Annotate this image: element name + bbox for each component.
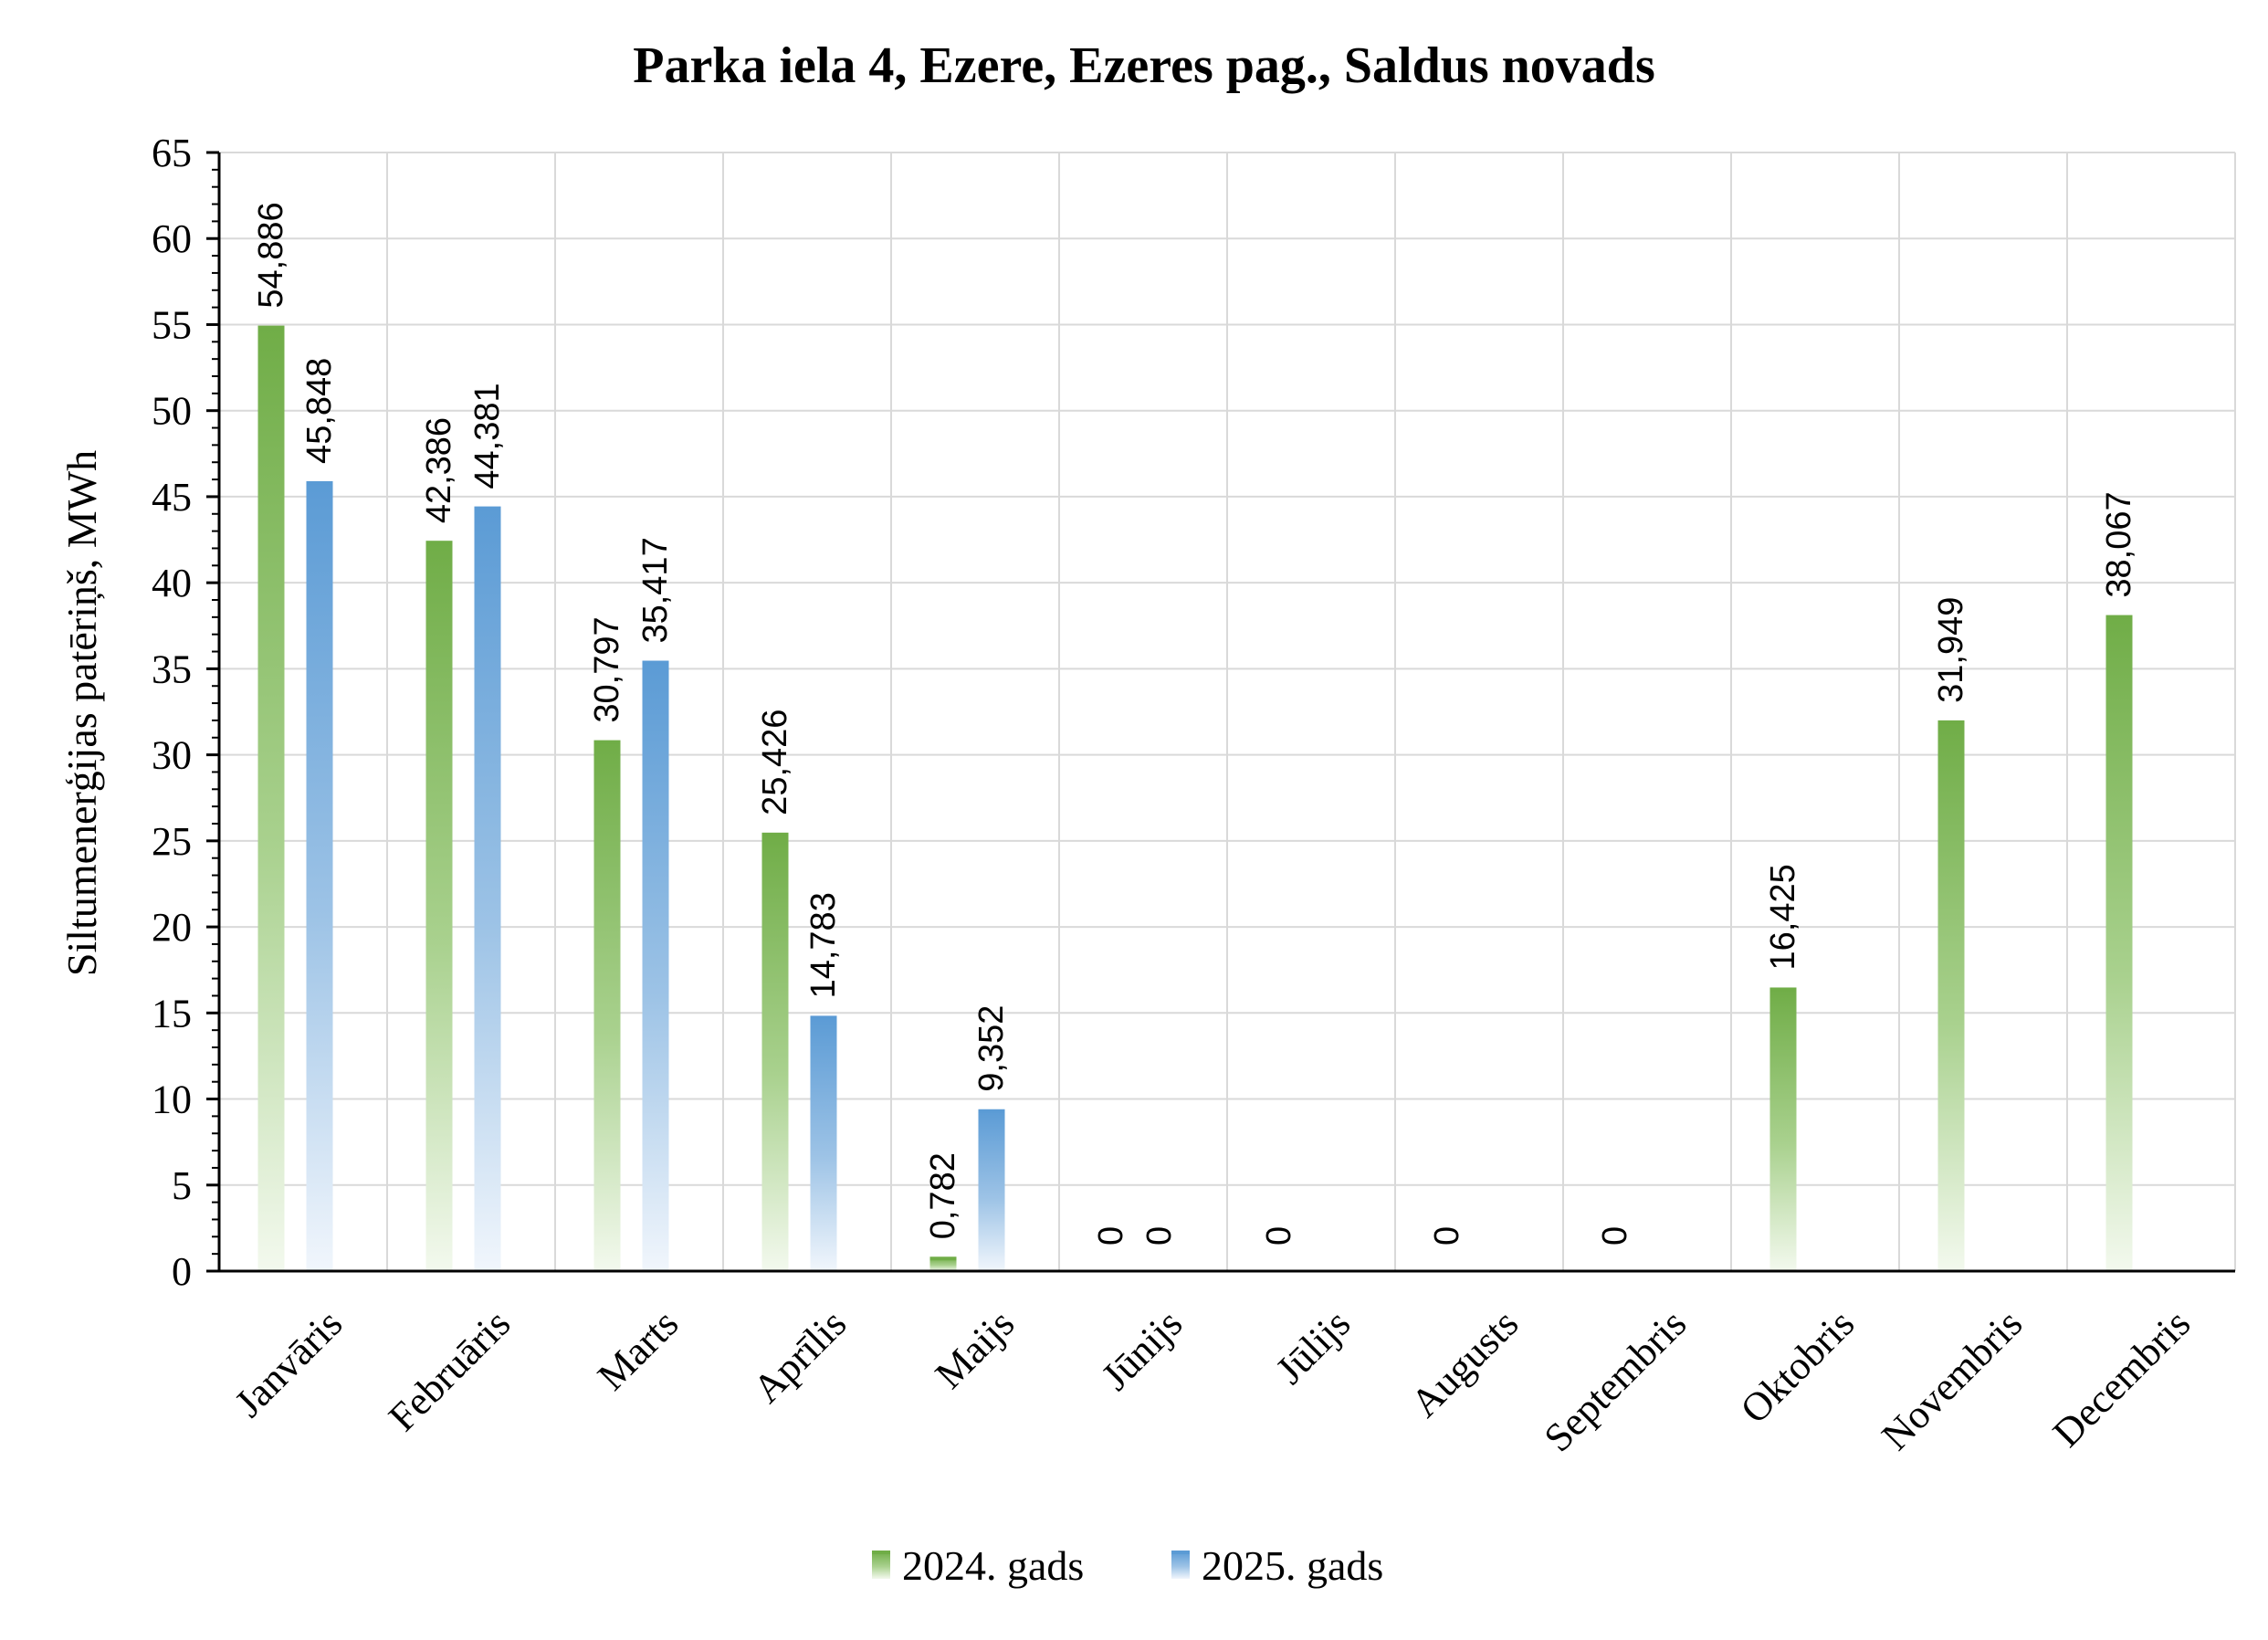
data-label: 0 [1092, 1226, 1130, 1246]
data-label: 0 [1428, 1226, 1466, 1246]
y-tick-label: 20 [152, 905, 192, 950]
bar [642, 661, 669, 1271]
bar [474, 507, 501, 1271]
bar [306, 481, 333, 1271]
y-tick-label: 5 [172, 1163, 192, 1208]
bar-top-edge [257, 325, 285, 330]
x-tick-label: Marts [589, 1301, 687, 1399]
legend-swatch [872, 1551, 890, 1579]
data-label: 0 [1260, 1226, 1298, 1246]
grid [219, 152, 2236, 1271]
bar-top-edge [1769, 987, 1797, 992]
data-label: 16,425 [1764, 864, 1802, 970]
y-tick-label: 0 [172, 1249, 192, 1294]
bar-top-edge [2105, 615, 2133, 619]
x-tick-label: Janvāris [226, 1301, 352, 1426]
y-tick-label: 30 [152, 733, 192, 778]
chart-title: Parka iela 4, Ezere, Ezeres pag., Saldus… [633, 37, 1655, 94]
x-tick-label: Jūlijs [1267, 1301, 1359, 1393]
bar-top-edge [306, 480, 333, 485]
data-label: 42,386 [420, 417, 458, 523]
bar-top-edge [810, 1015, 837, 1020]
bars [257, 325, 2133, 1271]
bar-top-edge [929, 1256, 957, 1261]
bar [978, 1109, 1005, 1271]
data-label: 9,352 [972, 1005, 1011, 1092]
data-label: 0 [1596, 1226, 1634, 1246]
data-label: 14,783 [804, 892, 843, 998]
x-tick-label: Jūnijs [1093, 1301, 1191, 1399]
y-tick-label: 45 [152, 475, 192, 520]
data-label: 0 [1140, 1226, 1179, 1246]
bar [929, 1257, 957, 1271]
bar [1769, 988, 1797, 1271]
bar-top-edge [425, 541, 453, 545]
x-tick-label: Oktobris [1732, 1301, 1864, 1433]
y-axis-label: Siltumenerģijas patēriņš, MWh [58, 450, 105, 976]
legend-label: 2024. gads [902, 1542, 1084, 1589]
y-tick-label: 35 [152, 647, 192, 691]
data-label: 0,782 [924, 1152, 962, 1239]
bar [257, 326, 285, 1271]
x-tick-label: Decembris [2044, 1301, 2199, 1456]
bar-top-edge [474, 506, 501, 510]
data-label: 44,381 [468, 383, 507, 489]
data-label: 54,886 [252, 202, 290, 308]
x-tick-label: Novembris [1873, 1301, 2031, 1459]
bar [593, 741, 621, 1271]
bar [761, 833, 789, 1271]
data-label: 30,797 [588, 616, 626, 722]
bar-top-edge [642, 660, 669, 665]
bar-top-edge [1937, 720, 1965, 724]
y-tick-label: 60 [152, 216, 192, 261]
y-tick-label: 10 [152, 1078, 192, 1122]
y-tick-label: 15 [152, 991, 192, 1036]
bar-top-edge [761, 832, 789, 836]
y-tick-label: 65 [152, 131, 192, 175]
bar [2105, 615, 2133, 1271]
data-label: 25,426 [756, 710, 794, 815]
data-label: 38,067 [2100, 491, 2138, 597]
bar [425, 541, 453, 1271]
data-label: 35,417 [636, 537, 675, 643]
legend: 2024. gads 2025. gads [872, 1542, 1383, 1589]
legend-label: 2025. gads [1202, 1542, 1383, 1589]
legend-swatch-edge [872, 1551, 890, 1554]
x-tick-label: Septembris [1536, 1301, 1696, 1461]
x-tick-label: Maijs [927, 1301, 1024, 1398]
bar [1937, 720, 1965, 1271]
y-tick-label: 50 [152, 389, 192, 434]
legend-swatch [1171, 1551, 1190, 1579]
bar-top-edge [593, 740, 621, 744]
data-label: 45,848 [300, 358, 339, 464]
axes: 0 5 10 15 20 25 30 35 40 45 50 55 60 65 Janvāris Februā… [152, 131, 2235, 1460]
y-tick-label: 40 [152, 561, 192, 605]
y-tick-label: 25 [152, 819, 192, 864]
legend-swatch-edge [1171, 1551, 1190, 1554]
x-tick-label: Augusts [1402, 1301, 1528, 1426]
data-label: 31,949 [1932, 597, 1970, 703]
x-tick-label: Februāris [380, 1301, 519, 1440]
bar-top-edge [978, 1109, 1005, 1113]
bar [810, 1016, 837, 1271]
x-tick-label: Aprīlis [744, 1301, 855, 1412]
y-tick-label: 55 [152, 302, 192, 347]
